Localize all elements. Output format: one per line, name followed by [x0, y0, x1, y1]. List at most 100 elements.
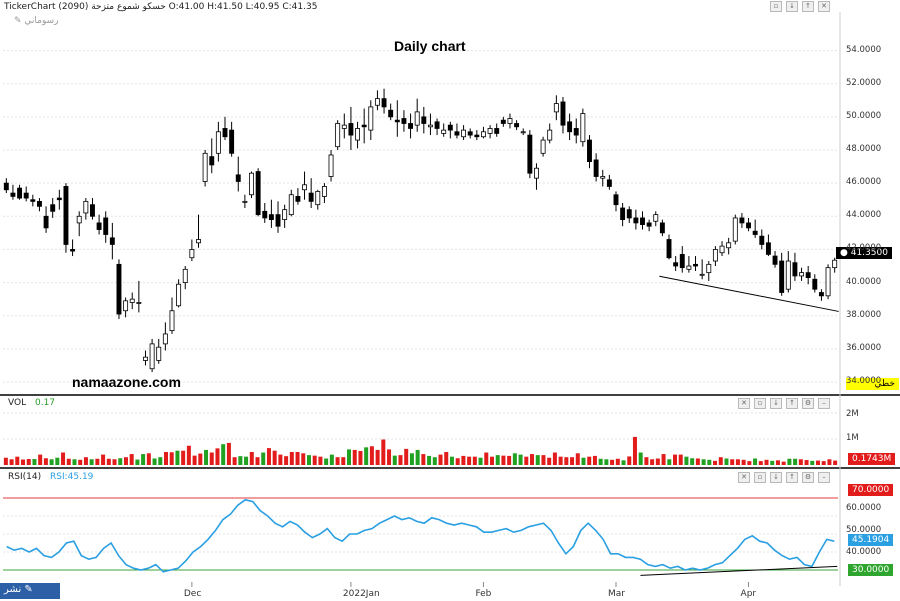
volume-bar — [158, 457, 163, 465]
volume-bar — [341, 457, 346, 465]
candle — [189, 249, 195, 259]
candle — [441, 129, 447, 134]
volume-bar — [775, 460, 780, 465]
volume-bar — [83, 457, 88, 465]
candle — [348, 123, 354, 136]
volume-bar — [112, 459, 117, 465]
candle — [699, 273, 705, 276]
volume-bar — [449, 456, 454, 465]
volume-bar — [375, 449, 380, 465]
candle — [143, 356, 148, 361]
close-icon[interactable]: ✕ — [738, 472, 750, 483]
price-trendline — [659, 275, 839, 312]
close-icon[interactable]: ✕ — [738, 398, 750, 409]
candle — [540, 139, 546, 154]
volume-bar — [495, 455, 500, 465]
candle — [640, 217, 645, 225]
candle — [534, 167, 539, 179]
candle — [606, 179, 612, 187]
candle — [56, 197, 62, 201]
price-axis-tick: 40.0000 — [846, 276, 882, 287]
price-panel-controls: ▫ ↓ ↑ ✕ — [770, 1, 830, 12]
volume-bar — [152, 458, 157, 465]
candle — [388, 109, 394, 118]
candle — [196, 239, 201, 244]
restore-icon[interactable]: ▫ — [770, 1, 782, 12]
volume-bar — [718, 457, 723, 465]
volume-bar — [713, 460, 718, 465]
candle — [467, 131, 473, 136]
volume-bar — [163, 452, 168, 465]
candle — [832, 259, 838, 269]
vol-label: VOL — [8, 398, 27, 408]
volume-bar — [387, 449, 392, 465]
candle — [580, 113, 586, 143]
settings-icon[interactable]: ⚙ — [802, 398, 814, 409]
candle — [255, 171, 261, 216]
move-up-icon[interactable]: ↑ — [802, 1, 814, 12]
candle — [646, 222, 652, 227]
candle — [706, 263, 712, 274]
move-up-icon[interactable]: ↑ — [786, 472, 798, 483]
volume-bar — [272, 450, 277, 465]
candle — [527, 134, 533, 174]
candle — [229, 129, 235, 154]
rsi-axis-tick: 50.0000 — [846, 525, 882, 535]
share-label: نشر — [4, 584, 22, 595]
share-button[interactable]: نشر ✎ — [0, 583, 60, 599]
candle — [355, 128, 360, 141]
candle — [626, 209, 632, 219]
volume-bar — [673, 454, 678, 465]
move-down-icon[interactable]: ↓ — [770, 472, 782, 483]
candle — [673, 262, 679, 267]
candle — [30, 199, 36, 202]
volume-bar — [49, 459, 54, 465]
volume-bar — [226, 442, 231, 465]
volume-bar — [238, 456, 243, 465]
drawing-tool[interactable]: ✎ رسوماني — [14, 16, 59, 26]
volume-bar — [627, 456, 632, 465]
candle — [50, 204, 56, 212]
volume-bar — [684, 456, 689, 465]
volume-bar — [564, 457, 569, 465]
price-axis-tick: 42.0000 — [846, 243, 882, 254]
volume-bar — [547, 457, 552, 465]
date-axis-tick: Dec — [183, 589, 202, 599]
volume-bar — [66, 458, 71, 465]
volume-bar — [695, 458, 700, 465]
candle — [481, 131, 486, 138]
rsi-label: RSI(14) — [8, 472, 42, 482]
move-down-icon[interactable]: ↓ — [786, 1, 798, 12]
move-up-icon[interactable]: ↑ — [786, 398, 798, 409]
rsi-trendline — [640, 565, 838, 576]
move-down-icon[interactable]: ↓ — [770, 398, 782, 409]
candle — [799, 272, 805, 277]
volume-bar — [318, 456, 323, 465]
restore-icon[interactable]: ▫ — [754, 398, 766, 409]
close-icon[interactable]: ✕ — [818, 1, 830, 12]
candle — [772, 255, 778, 265]
volume-bar — [358, 450, 363, 465]
vol-last-tag: 0.1743M — [848, 453, 896, 465]
volume-bar — [793, 458, 798, 465]
settings-icon[interactable]: ⚙ — [802, 472, 814, 483]
volume-bar — [724, 458, 729, 465]
candle — [90, 204, 95, 217]
volume-bar — [95, 458, 100, 465]
candle — [321, 186, 327, 197]
line-badge[interactable]: خطي — [846, 378, 899, 390]
volume-bar — [289, 452, 294, 465]
volume-bar — [833, 460, 838, 465]
candle — [792, 262, 798, 277]
volume-bar — [146, 453, 151, 465]
minimize-icon[interactable]: – — [818, 398, 830, 409]
candle — [739, 217, 745, 224]
volume-bar — [798, 459, 803, 465]
symbol-info: حسكو شموع متزحة (2090) O:41.00 H:41.50 L… — [58, 2, 318, 12]
minimize-icon[interactable]: – — [818, 472, 830, 483]
restore-icon[interactable]: ▫ — [754, 472, 766, 483]
candle — [275, 214, 281, 227]
volume-bar — [587, 456, 592, 465]
volume-bar — [249, 452, 254, 465]
